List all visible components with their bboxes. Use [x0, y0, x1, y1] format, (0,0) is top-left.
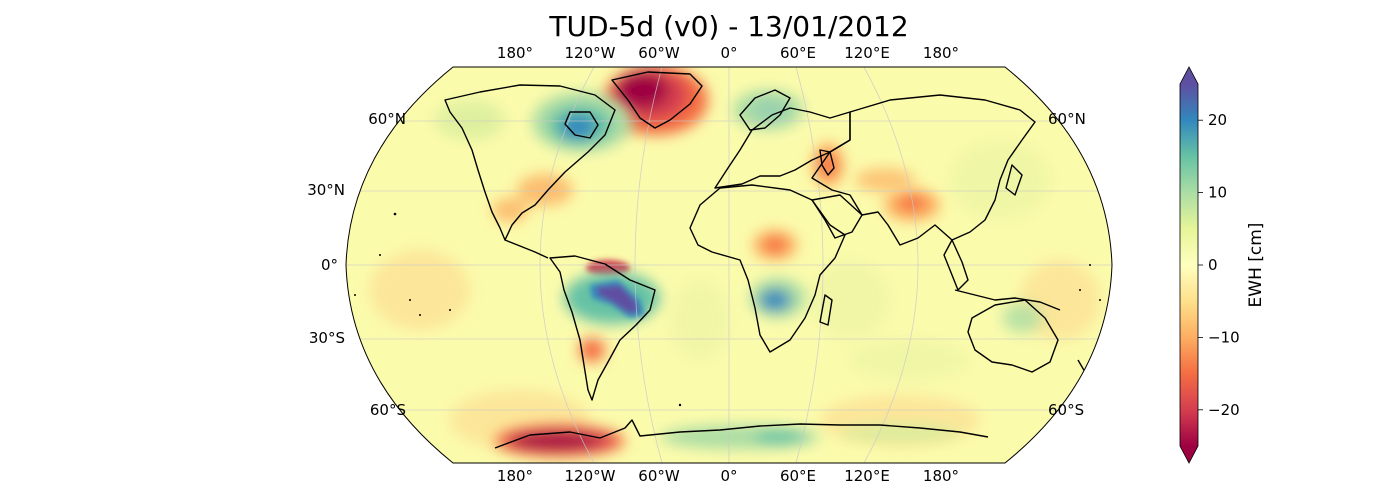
- lat-label-left: 60°N: [368, 110, 406, 128]
- coast-hudson-bay: [564, 111, 599, 139]
- lon-label-bottom: 60°W: [638, 467, 680, 485]
- lon-label-bottom: 120°E: [844, 467, 890, 485]
- coast-madagascar: [819, 294, 833, 326]
- lat-label-right: 60°N: [1048, 110, 1086, 128]
- lon-label-top: 60°E: [780, 44, 816, 62]
- coastlines: [444, 71, 1086, 449]
- globe-outline: [345, 66, 1113, 464]
- coast-caspian: [819, 149, 835, 176]
- colorbar-tick-label: −20: [1208, 401, 1240, 419]
- lat-label-left: 30°N: [307, 181, 345, 199]
- colorbar-extend-top: [1180, 67, 1198, 84]
- lon-label-top: 180°: [923, 44, 959, 62]
- coast-greenland: [611, 71, 703, 129]
- anomaly-field: [370, 67, 1100, 457]
- coast-arabia: [811, 194, 863, 239]
- lon-label-top: 0°: [720, 44, 737, 62]
- coast-south-america: [549, 255, 656, 401]
- colorbar-tick-label: 20: [1208, 111, 1227, 129]
- coast-australia: [967, 299, 1059, 373]
- lat-label-right: 60°S: [1048, 401, 1084, 419]
- colorbar-tick-label: 0: [1208, 256, 1218, 274]
- coast-scandinavia: [739, 89, 791, 131]
- lon-label-top: 120°E: [844, 44, 890, 62]
- coast-north-america: [444, 84, 616, 241]
- longitude-labels-bottom: 180° 120°W 60°W 0° 60°E 120°E 180°: [497, 467, 959, 485]
- map-title: TUD-5d (v0) - 13/01/2012: [549, 10, 909, 43]
- colorbar-body: [1180, 84, 1198, 446]
- coast-indonesia: [954, 289, 1061, 311]
- colorbar-ticks: 20 10 0 −10 −20: [1198, 111, 1240, 419]
- lon-label-top: 180°: [497, 44, 533, 62]
- lat-label-left: 60°S: [370, 401, 406, 419]
- lon-label-bottom: 180°: [497, 467, 533, 485]
- coast-africa: [689, 184, 846, 353]
- colorbar-extend-bottom: [1180, 446, 1198, 463]
- lon-label-top: 120°W: [565, 44, 616, 62]
- lat-label-left: 30°S: [309, 329, 345, 347]
- colorbar: 20 10 0 −10 −20 EWH [cm]: [1179, 66, 1266, 464]
- islands: [354, 212, 1101, 407]
- lon-label-bottom: 60°E: [780, 467, 816, 485]
- colorbar-outline: [1179, 66, 1199, 464]
- colorbar-label: EWH [cm]: [1246, 223, 1266, 308]
- colorbar-tick-label: −10: [1208, 328, 1240, 346]
- coast-indochina: [943, 239, 969, 291]
- colorbar-tick-label: 10: [1208, 184, 1227, 202]
- lon-label-top: 60°W: [638, 44, 680, 62]
- globe: [346, 67, 1112, 463]
- latitude-labels-left: 60°N 30°N 0° 30°S 60°S: [307, 110, 406, 419]
- latitude-labels-right: 60°N 60°S: [1048, 110, 1086, 419]
- coast-antarctica: [494, 419, 989, 449]
- coast-japan: [1005, 164, 1023, 196]
- coast-central-america: [504, 239, 549, 259]
- lat-label-left: 0°: [321, 256, 338, 274]
- graticule: [346, 67, 1112, 463]
- longitude-labels-top: 180° 120°W 60°W 0° 60°E 120°E 180°: [497, 44, 959, 62]
- lon-label-bottom: 120°W: [565, 467, 616, 485]
- lon-label-bottom: 180°: [923, 467, 959, 485]
- lon-label-bottom: 0°: [720, 467, 737, 485]
